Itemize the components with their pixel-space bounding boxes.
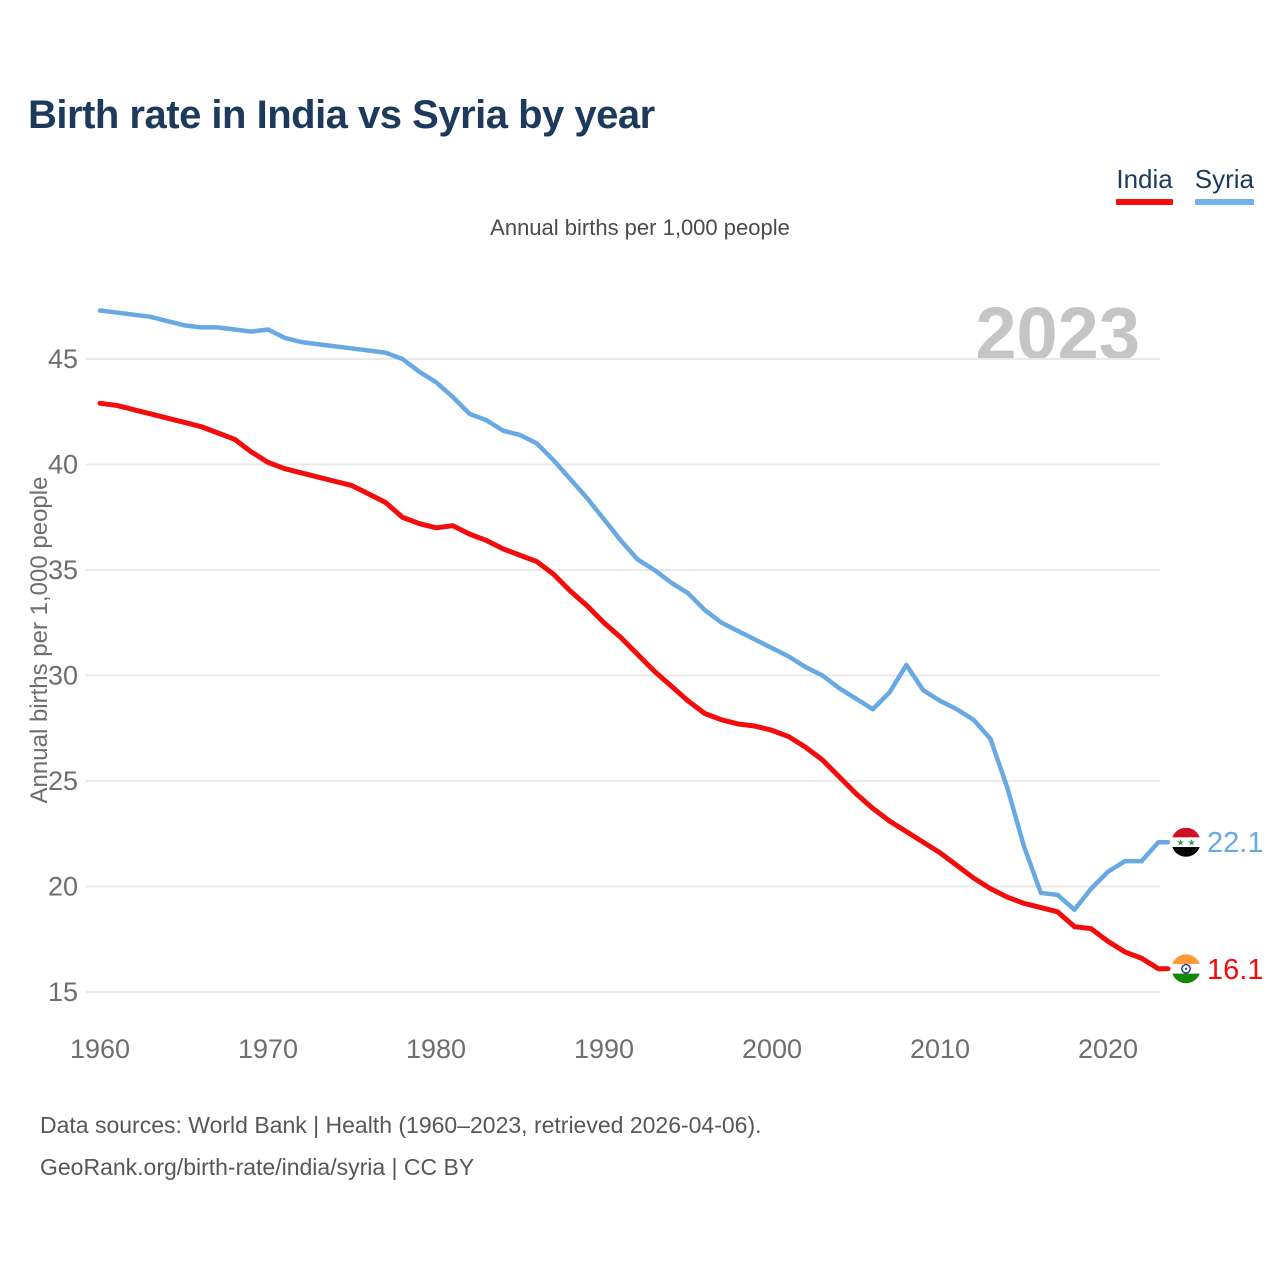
india-flag-icon — [1171, 954, 1201, 984]
page-title: Birth rate in India vs Syria by year — [28, 93, 655, 137]
legend-label-syria: Syria — [1194, 164, 1254, 194]
y-tick-label-45: 45 — [48, 344, 78, 374]
legend-swatch-syria — [1194, 198, 1254, 205]
footer: Data sources: World Bank | Health (1960–… — [40, 1104, 762, 1188]
legend-swatch-india — [1116, 198, 1173, 205]
legend-item-syria[interactable]: Syria — [1194, 164, 1254, 205]
y-tick-label-30: 30 — [48, 661, 78, 691]
y-tick-label-40: 40 — [48, 450, 78, 480]
year-watermark: 2023 — [975, 292, 1140, 375]
y-tick-label-25: 25 — [48, 766, 78, 796]
legend: India Syria — [1116, 165, 1254, 205]
syria-flag-star: ★ — [1187, 838, 1195, 848]
chart-subtitle: Annual births per 1,000 people — [490, 215, 790, 240]
x-tick-label-1980: 1980 — [406, 1034, 466, 1064]
series-line-india — [97, 400, 1171, 972]
x-tick-label-1970: 1970 — [238, 1034, 298, 1064]
series-line-syria — [97, 308, 1171, 912]
end-label-syria: 22.1 — [1207, 827, 1263, 859]
y-tick-label-15: 15 — [48, 977, 78, 1007]
legend-item-india[interactable]: India — [1116, 164, 1173, 205]
footer-sources-line: Data sources: World Bank | Health (1960–… — [40, 1112, 762, 1138]
footer-attribution-line: GeoRank.org/birth-rate/india/syria | CC … — [40, 1154, 475, 1180]
x-tick-label-2000: 2000 — [742, 1034, 802, 1064]
syria-flag-star: ★ — [1176, 838, 1184, 848]
x-tick-label-2020: 2020 — [1078, 1034, 1138, 1064]
y-tick-label-20: 20 — [48, 872, 78, 902]
legend-label-india: India — [1116, 164, 1173, 194]
india-flag-chakra — [1181, 963, 1191, 974]
end-label-india: 16.1 — [1207, 954, 1263, 986]
x-tick-label-2010: 2010 — [910, 1034, 970, 1064]
x-tick-label-1990: 1990 — [574, 1034, 634, 1064]
x-tick-label-1960: 1960 — [70, 1034, 130, 1064]
y-axis-title: Annual births per 1,000 people — [26, 477, 53, 804]
syria-flag-icon: ★ ★ — [1171, 827, 1201, 857]
y-tick-label-35: 35 — [48, 555, 78, 585]
